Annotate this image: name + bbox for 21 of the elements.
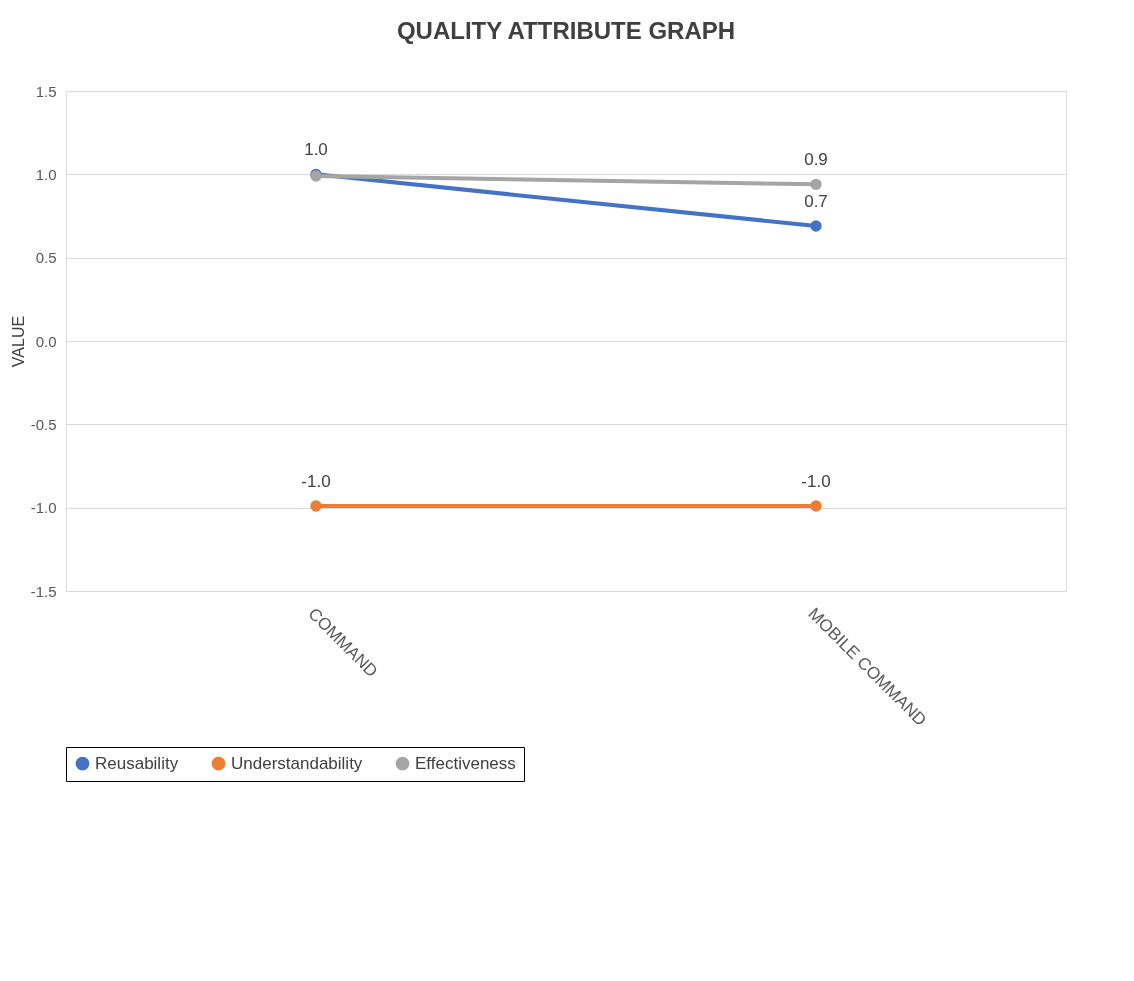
y-tick-label: 1.5 (35, 82, 57, 100)
point (810, 220, 822, 232)
chart-title: QUALITY ATTRIBUTE GRAPH (396, 17, 736, 44)
y-tick-label: -1.0 (30, 499, 57, 517)
point (810, 178, 822, 191)
y-axis-title: VALUE (9, 315, 27, 368)
data-label: -1.0 (301, 472, 331, 491)
data-label: 1.0 (304, 140, 328, 160)
y-tick-label: 0.5 (35, 249, 57, 267)
data-label: 0.7 (804, 192, 828, 211)
y-tick-label: 1.0 (35, 165, 57, 183)
point (310, 500, 322, 512)
data-label: 0.9 (804, 150, 828, 170)
point (810, 500, 822, 512)
y-tick-label: -0.5 (30, 415, 57, 433)
legend-label: Effectiveness (415, 753, 516, 773)
data-label: -1.0 (801, 472, 831, 491)
legend-label: Understandability (231, 753, 363, 773)
y-tick-label: -1.5 (30, 582, 57, 600)
y-tick-label: 0.0 (35, 332, 57, 350)
legend-label: Reusability (95, 753, 179, 773)
